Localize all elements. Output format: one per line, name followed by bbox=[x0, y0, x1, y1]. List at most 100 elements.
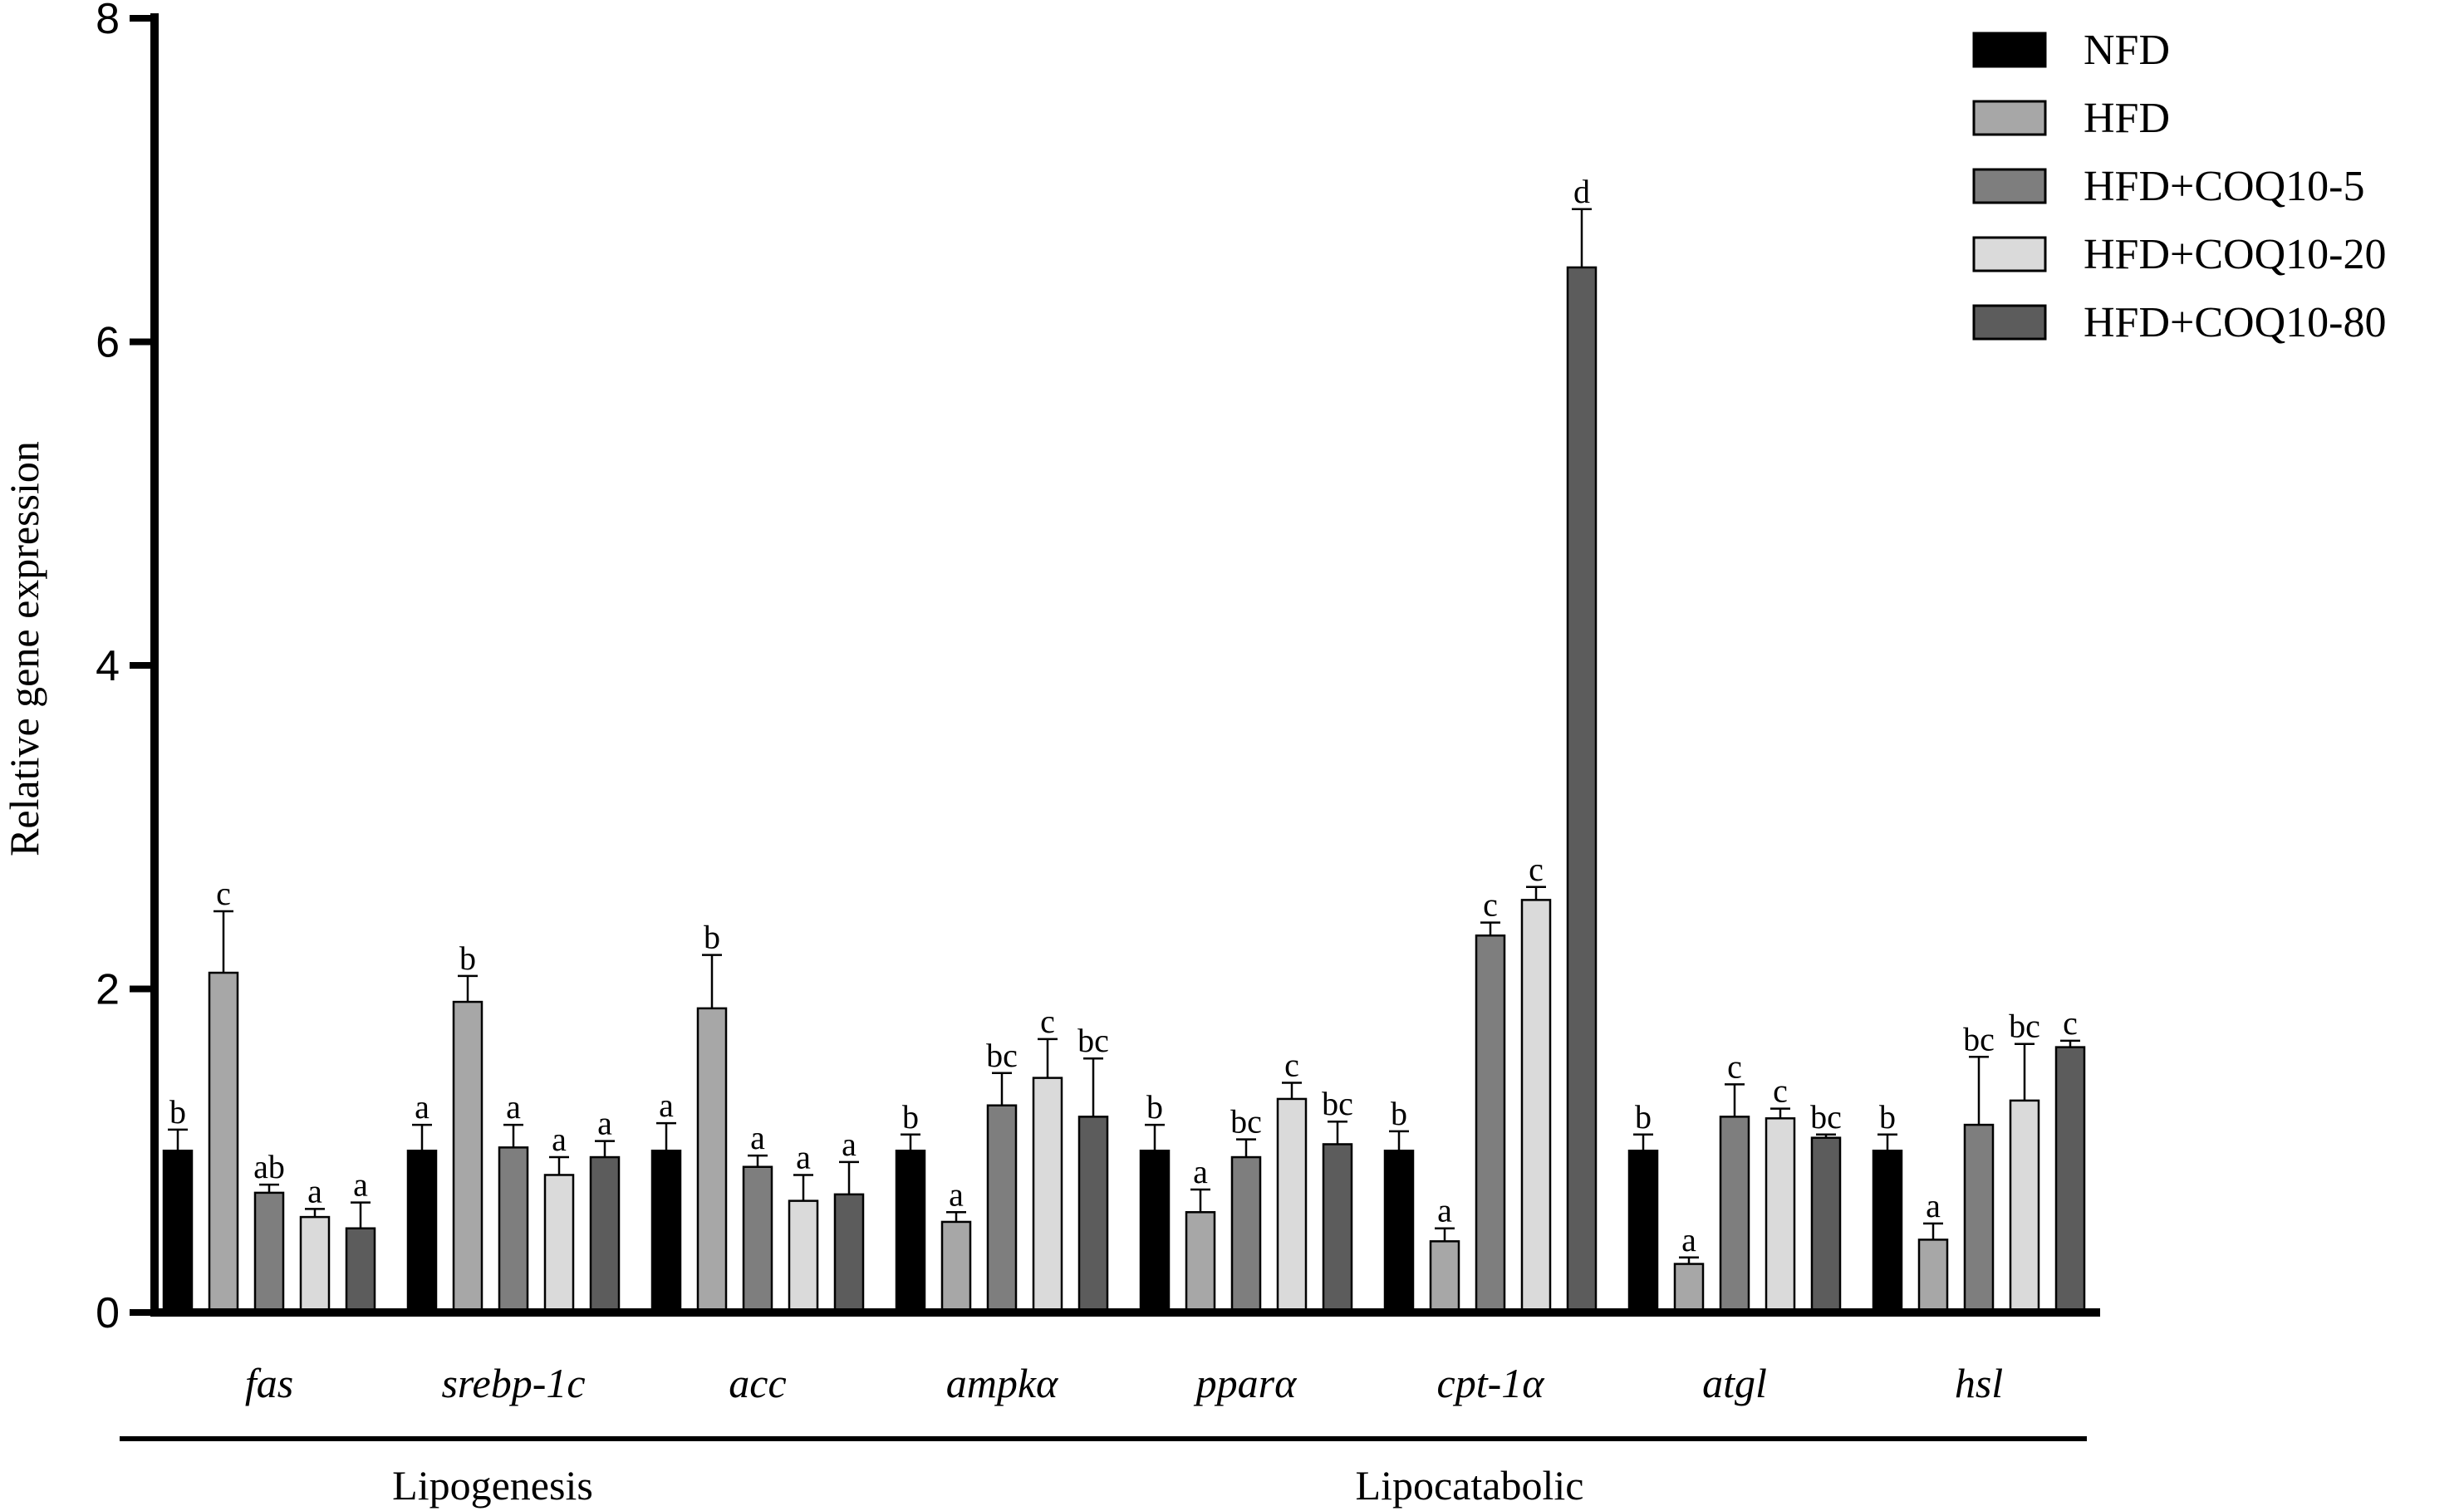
group-brackets: Lipogenesis Lipocatabolic bbox=[120, 1436, 2087, 1509]
sig-label-5-4: d bbox=[1573, 173, 1590, 210]
bar-7-1 bbox=[1917, 1239, 1949, 1314]
bar-5-3 bbox=[1520, 899, 1552, 1314]
sig-label-6-3: c bbox=[1773, 1072, 1788, 1110]
sig-label-7-4: c bbox=[2063, 1004, 2078, 1042]
bar-2-3 bbox=[788, 1199, 819, 1314]
sig-label-0-4: a bbox=[353, 1166, 368, 1204]
sig-label-1-0: a bbox=[415, 1088, 429, 1126]
y-axis-ticks: 0 2 4 6 8 bbox=[96, 0, 155, 1337]
sig-label-3-1: a bbox=[949, 1175, 964, 1213]
bar-4-1 bbox=[1185, 1211, 1216, 1314]
y-tick-label-3: 6 bbox=[96, 319, 120, 367]
category-labels: fas srebp-1c acc ampkα pparα cpt-1α atgl hsl bbox=[245, 1360, 2003, 1406]
bar-0-0 bbox=[162, 1150, 194, 1314]
axes bbox=[150, 13, 2100, 1317]
legend-label-1: HFD bbox=[2084, 95, 2170, 142]
bar-6-1 bbox=[1673, 1263, 1705, 1314]
legend-swatch-1 bbox=[1972, 100, 2047, 136]
sig-label-0-1: c bbox=[216, 875, 231, 912]
bar-5-2 bbox=[1475, 934, 1506, 1314]
category-label-5: cpt-1α bbox=[1437, 1360, 1546, 1406]
sig-label-7-1: a bbox=[1926, 1187, 1941, 1224]
sig-label-4-4: bc bbox=[1322, 1085, 1353, 1122]
sig-label-1-2: a bbox=[506, 1088, 521, 1126]
bar-7-2 bbox=[1963, 1123, 1995, 1314]
bar-6-2 bbox=[1719, 1116, 1750, 1314]
bar-4-3 bbox=[1276, 1097, 1308, 1314]
y-tick-label-1: 2 bbox=[96, 966, 120, 1014]
bar-7-0 bbox=[1872, 1150, 1903, 1314]
sig-label-0-0: b bbox=[169, 1093, 186, 1131]
sig-label-3-3: c bbox=[1040, 1003, 1055, 1040]
sig-label-4-2: bc bbox=[1230, 1103, 1262, 1141]
sig-label-5-0: b bbox=[1391, 1095, 1407, 1132]
sig-label-1-1: b bbox=[459, 939, 476, 977]
group-label-1: Lipocatabolic bbox=[1356, 1462, 1584, 1509]
bar-4-4 bbox=[1322, 1143, 1353, 1314]
bar-3-3 bbox=[1032, 1077, 1063, 1314]
sig-label-6-2: c bbox=[1727, 1047, 1742, 1085]
legend-swatch-0 bbox=[1972, 32, 2047, 68]
y-tick-label-4: 8 bbox=[96, 0, 120, 43]
category-label-2: acc bbox=[729, 1360, 786, 1406]
bar-2-2 bbox=[742, 1165, 773, 1314]
bar-1-2 bbox=[498, 1146, 529, 1314]
bar-2-1 bbox=[696, 1007, 728, 1314]
bar-4-0 bbox=[1139, 1150, 1171, 1314]
legend: NFD HFD HFD+COQ10-5 HFD+COQ10-20 HFD+COQ10-8… bbox=[1972, 27, 2386, 346]
sig-label-1-4: a bbox=[597, 1105, 612, 1142]
bar-5-1 bbox=[1429, 1240, 1460, 1314]
bar-1-0 bbox=[406, 1150, 438, 1314]
sig-label-2-4: a bbox=[842, 1126, 857, 1163]
sig-label-0-2: ab bbox=[253, 1148, 285, 1185]
bar-3-1 bbox=[940, 1220, 972, 1314]
sig-label-0-3: a bbox=[307, 1172, 322, 1209]
sig-label-4-3: c bbox=[1284, 1046, 1299, 1083]
y-tick-label-0: 0 bbox=[96, 1289, 120, 1337]
legend-swatch-4 bbox=[1972, 304, 2047, 341]
bar-3-0 bbox=[895, 1150, 926, 1314]
bar-3-4 bbox=[1077, 1116, 1109, 1314]
sig-label-3-4: bc bbox=[1077, 1022, 1109, 1059]
legend-label-2: HFD+COQ10-5 bbox=[2084, 163, 2364, 210]
bar-6-3 bbox=[1765, 1117, 1796, 1314]
sig-label-2-0: a bbox=[659, 1087, 674, 1124]
legend-label-3: HFD+COQ10-20 bbox=[2084, 231, 2386, 278]
bar-5-0 bbox=[1383, 1150, 1415, 1314]
bar-1-4 bbox=[589, 1155, 621, 1314]
sig-label-1-3: a bbox=[552, 1121, 567, 1158]
bar-7-3 bbox=[2009, 1099, 2040, 1314]
bar-5-4 bbox=[1566, 266, 1598, 1314]
legend-swatch-2 bbox=[1972, 168, 2047, 204]
sig-label-6-0: b bbox=[1635, 1098, 1652, 1136]
bar-0-3 bbox=[299, 1215, 331, 1314]
sig-label-7-0: b bbox=[1879, 1098, 1896, 1136]
bar-3-2 bbox=[986, 1104, 1018, 1314]
sig-label-5-1: a bbox=[1437, 1192, 1452, 1229]
bar-4-2 bbox=[1230, 1155, 1262, 1314]
y-tick-label-2: 4 bbox=[96, 642, 120, 690]
sig-label-5-2: c bbox=[1483, 886, 1498, 924]
sig-label-4-0: b bbox=[1146, 1088, 1163, 1126]
sig-label-6-4: bc bbox=[1810, 1098, 1842, 1136]
legend-swatch-3 bbox=[1972, 236, 2047, 272]
bar-0-4 bbox=[345, 1227, 376, 1314]
y-axis-title: Relative gene expression bbox=[1, 441, 47, 856]
bar-7-4 bbox=[2054, 1046, 2086, 1314]
bar-6-4 bbox=[1810, 1136, 1842, 1314]
bar-1-3 bbox=[543, 1174, 575, 1314]
category-label-4: pparα bbox=[1194, 1360, 1298, 1406]
category-label-1: srebp-1c bbox=[441, 1360, 585, 1406]
group-label-0: Lipogenesis bbox=[392, 1462, 593, 1509]
sig-label-4-1: a bbox=[1193, 1153, 1208, 1190]
bar-2-0 bbox=[650, 1150, 682, 1314]
legend-label-0: NFD bbox=[2084, 27, 2170, 74]
sig-label-7-2: bc bbox=[1963, 1020, 1995, 1057]
category-label-6: atgl bbox=[1702, 1360, 1767, 1406]
bar-0-1 bbox=[208, 971, 239, 1314]
bar-6-0 bbox=[1627, 1150, 1659, 1314]
sig-label-6-1: a bbox=[1681, 1221, 1696, 1258]
